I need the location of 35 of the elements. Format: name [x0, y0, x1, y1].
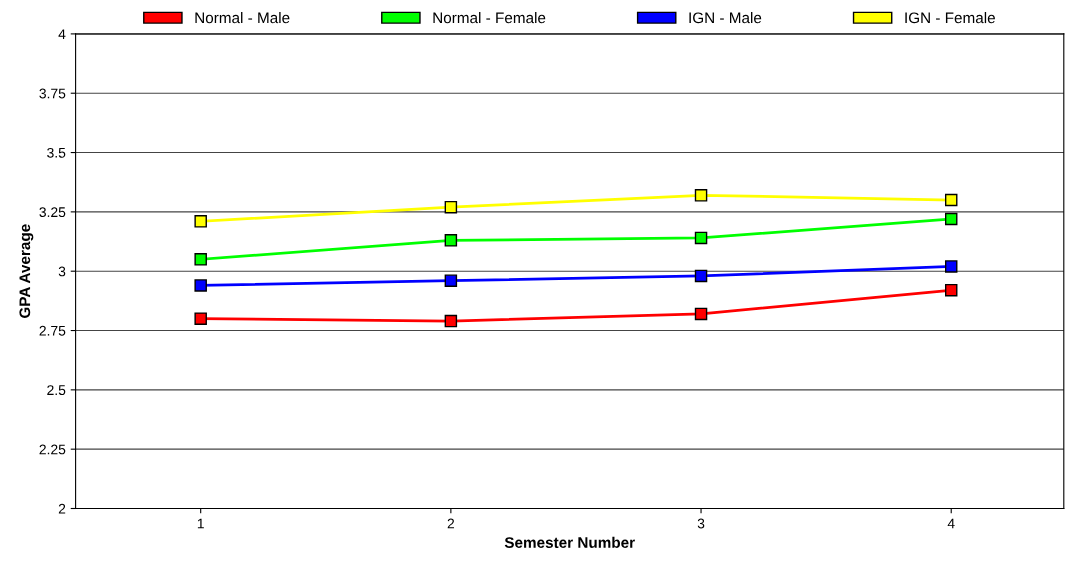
legend-label: IGN - Female	[905, 12, 995, 24]
y-tick-label: 3.75	[39, 88, 66, 99]
point	[444, 200, 458, 214]
point	[444, 274, 458, 287]
point	[694, 269, 708, 283]
point	[944, 260, 958, 273]
y-tick-label: 2	[58, 503, 66, 514]
legend-label: Normal - Male	[195, 12, 290, 24]
y-axis-title: GPA Average	[19, 224, 34, 318]
point	[194, 279, 207, 292]
point	[944, 193, 958, 207]
point	[444, 234, 458, 247]
point	[694, 231, 708, 245]
x-tick-label: 4	[947, 518, 955, 529]
point	[194, 253, 207, 266]
y-tick-label: 4	[58, 29, 66, 39]
point	[444, 314, 458, 328]
y-tick-label: 3.5	[47, 147, 66, 158]
x-axis-title: Semester Number	[504, 536, 635, 548]
y-tick-label: 2.75	[39, 325, 66, 336]
point	[194, 215, 207, 228]
point	[944, 212, 958, 226]
point	[694, 189, 708, 202]
point	[194, 312, 207, 325]
y-tick-label: 3	[58, 266, 66, 277]
y-tick-label: 2.25	[39, 444, 66, 455]
legend-label: Normal - Female	[433, 12, 546, 24]
x-tick-label: 1	[197, 518, 204, 529]
point	[944, 283, 958, 297]
point	[694, 307, 708, 321]
x-tick-label: 3	[697, 518, 705, 529]
y-tick-label: 2.5	[47, 385, 66, 396]
legend-label: IGN - Male	[689, 12, 762, 24]
x-tick-label: 2	[447, 518, 455, 529]
y-tick-label: 3.25	[39, 207, 66, 218]
